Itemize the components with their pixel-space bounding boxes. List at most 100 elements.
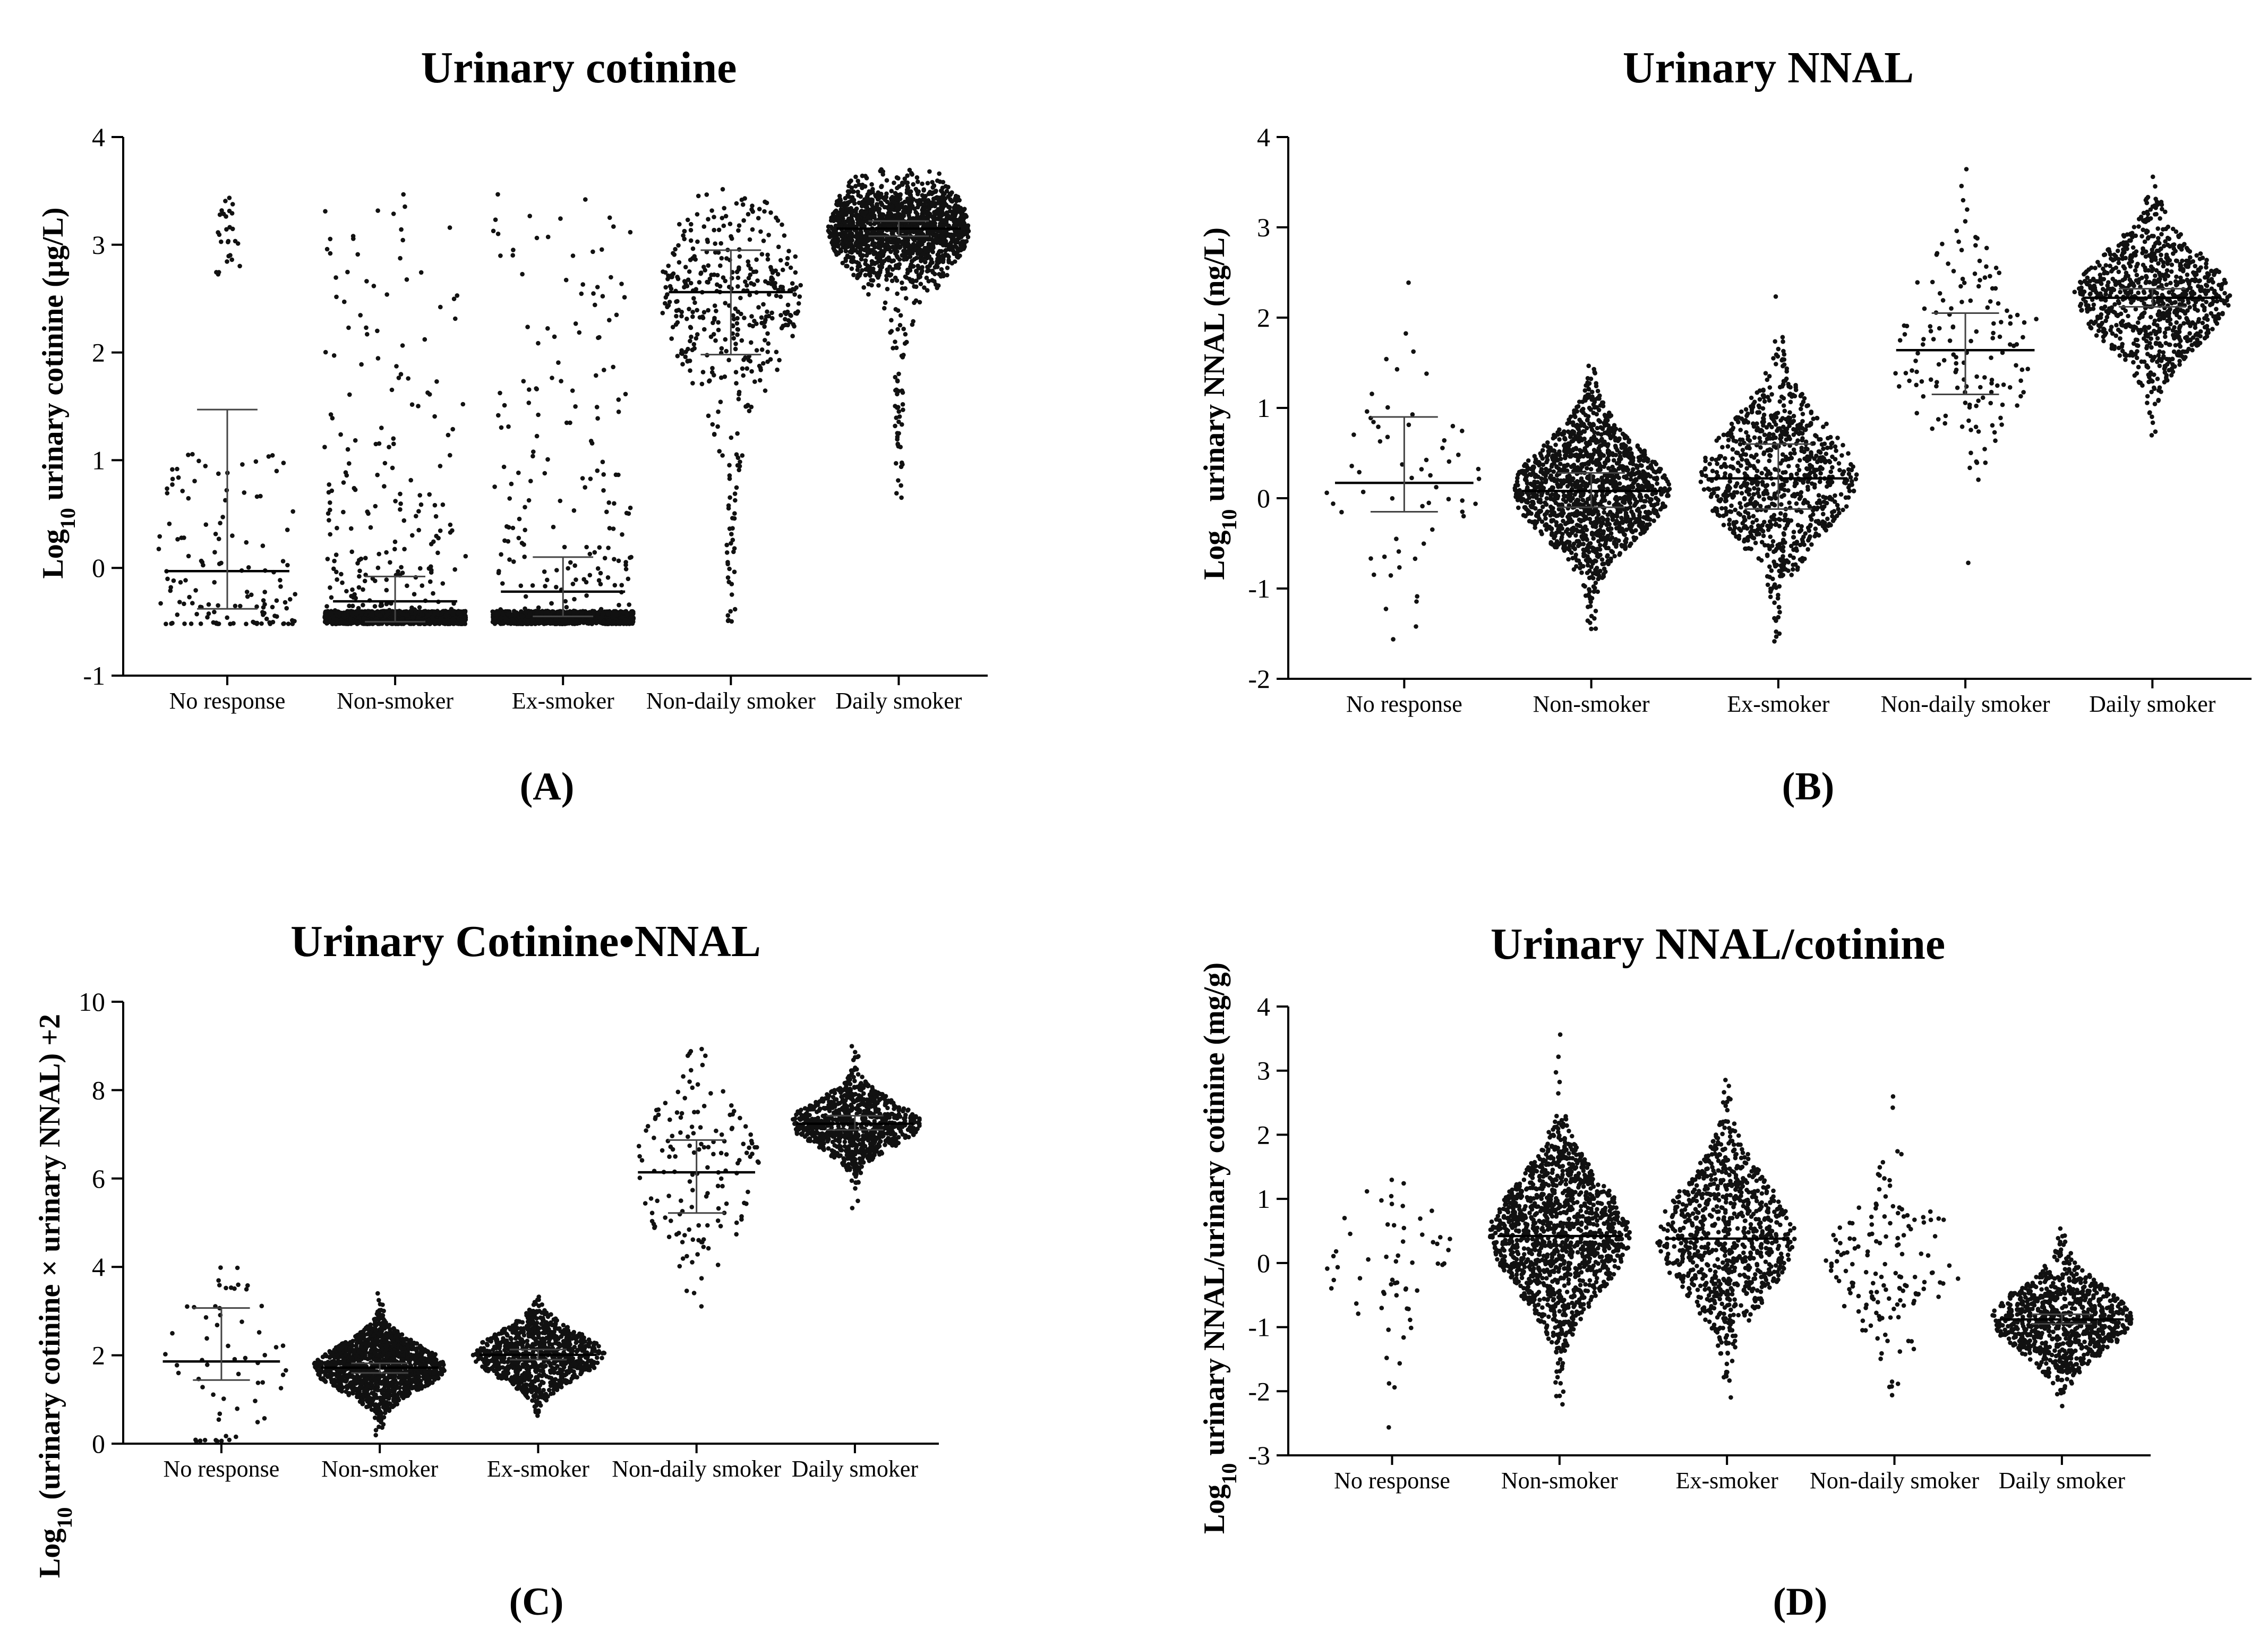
panel-a-point	[687, 306, 691, 312]
panel-a-point	[164, 621, 168, 626]
panel-a-point	[218, 521, 222, 526]
panel-a-point	[607, 526, 612, 531]
panel-a-point	[525, 325, 530, 329]
panel-a-point	[687, 269, 692, 274]
panel-a-point	[206, 602, 211, 607]
panel-a-point	[429, 542, 434, 547]
panel-a-point	[398, 372, 404, 377]
panel-a-point	[925, 269, 930, 274]
panel-a-point	[240, 462, 245, 467]
panel-a-point	[890, 204, 895, 209]
panel-a-point	[874, 204, 879, 210]
panel-a-point	[943, 196, 948, 201]
panel-a-point	[910, 172, 914, 177]
panel-a-point	[602, 556, 607, 561]
panel-a-point	[881, 250, 886, 254]
panel-a-point	[223, 498, 228, 503]
panel-a-point	[947, 205, 952, 210]
panel-a-point	[216, 621, 221, 626]
panel-a-point	[346, 325, 351, 330]
panel-a-point	[323, 209, 328, 214]
panel-a-point	[956, 208, 961, 214]
panel-a-point	[772, 284, 776, 289]
panel-b-ytick-label: -2	[1248, 664, 1270, 694]
panel-a-point	[700, 370, 706, 374]
panel-a-point	[347, 603, 352, 608]
panel-a-point	[882, 204, 887, 210]
panel-a-point	[933, 233, 938, 238]
panel-a-point	[954, 198, 960, 203]
panel-a-point	[715, 282, 720, 287]
panel-a-point	[756, 216, 761, 221]
panel-a-point	[613, 472, 619, 478]
panel-a-point	[716, 409, 721, 414]
panel-a-point	[689, 334, 694, 339]
panel-a-point	[341, 480, 346, 485]
panel-a-point	[463, 615, 468, 620]
panel-a-point	[244, 590, 250, 594]
panel-a-point	[904, 296, 909, 301]
panel-a-point	[384, 292, 389, 297]
panel-a-point	[934, 189, 938, 193]
panel-a-point	[952, 211, 957, 217]
panel-a-point	[517, 516, 522, 522]
panel-a-point	[688, 325, 693, 330]
panel-b-xtick-label: No response	[1346, 691, 1462, 717]
panel-a-point	[507, 557, 512, 562]
panel-a-point	[224, 214, 228, 219]
panel-a-point	[602, 368, 606, 372]
panel-a-point	[747, 408, 752, 413]
panel-a-point	[619, 282, 624, 286]
panel-a-point	[329, 595, 334, 600]
panel-a-point	[774, 349, 779, 354]
panel-a-point	[695, 332, 700, 337]
panel-a-point	[400, 343, 405, 348]
panel-a-point	[712, 215, 716, 219]
panel-a-point	[931, 183, 937, 189]
panel-a-point	[391, 436, 396, 441]
panel-a-point	[937, 179, 943, 184]
panel-b-points	[1324, 167, 2232, 644]
panel-a-point	[382, 461, 388, 466]
panel-a-point	[554, 616, 559, 621]
panel-a-point	[898, 445, 903, 449]
panel-b-point	[1421, 541, 1426, 546]
panel-a-point	[605, 575, 611, 580]
panel-a-point	[410, 615, 416, 620]
panel-a-point	[340, 580, 345, 585]
panel-a-point	[835, 201, 840, 206]
panel-a-point	[543, 611, 547, 616]
panel-a-point	[391, 441, 396, 446]
panel-a-point	[746, 212, 751, 217]
panel-b-point	[1428, 473, 1433, 478]
panel-a-point	[677, 260, 682, 265]
panel-a-point	[355, 252, 360, 257]
panel-a-point	[434, 379, 439, 384]
panel-a-point	[707, 378, 712, 383]
panel-a-point	[718, 263, 723, 268]
panel-a-point	[735, 327, 740, 332]
panel-a-point	[338, 620, 344, 625]
panel-a-point	[500, 581, 505, 586]
panel-a-point	[203, 464, 208, 468]
panel-a-point	[848, 236, 852, 241]
panel-a-point	[939, 258, 944, 263]
panel-a-point	[851, 189, 856, 194]
panel-a-point	[384, 613, 389, 618]
panel-a-point	[330, 613, 335, 618]
panel-a-point	[932, 221, 937, 226]
panel-a-point	[775, 218, 781, 223]
panel-a-point	[916, 273, 921, 278]
panel-a-point	[869, 182, 874, 187]
panel-a-point	[921, 215, 926, 220]
panel-a-point	[626, 576, 631, 582]
panel-a-point	[283, 600, 288, 605]
panel-a-point	[492, 484, 497, 489]
panel-a-point	[855, 220, 860, 226]
panel-a-point	[675, 354, 680, 359]
panel-a-point	[534, 235, 540, 241]
panel-a-point	[400, 237, 405, 243]
panel-a-point	[737, 389, 742, 395]
panel-a-point	[742, 316, 747, 320]
panel-a-point	[357, 568, 362, 574]
